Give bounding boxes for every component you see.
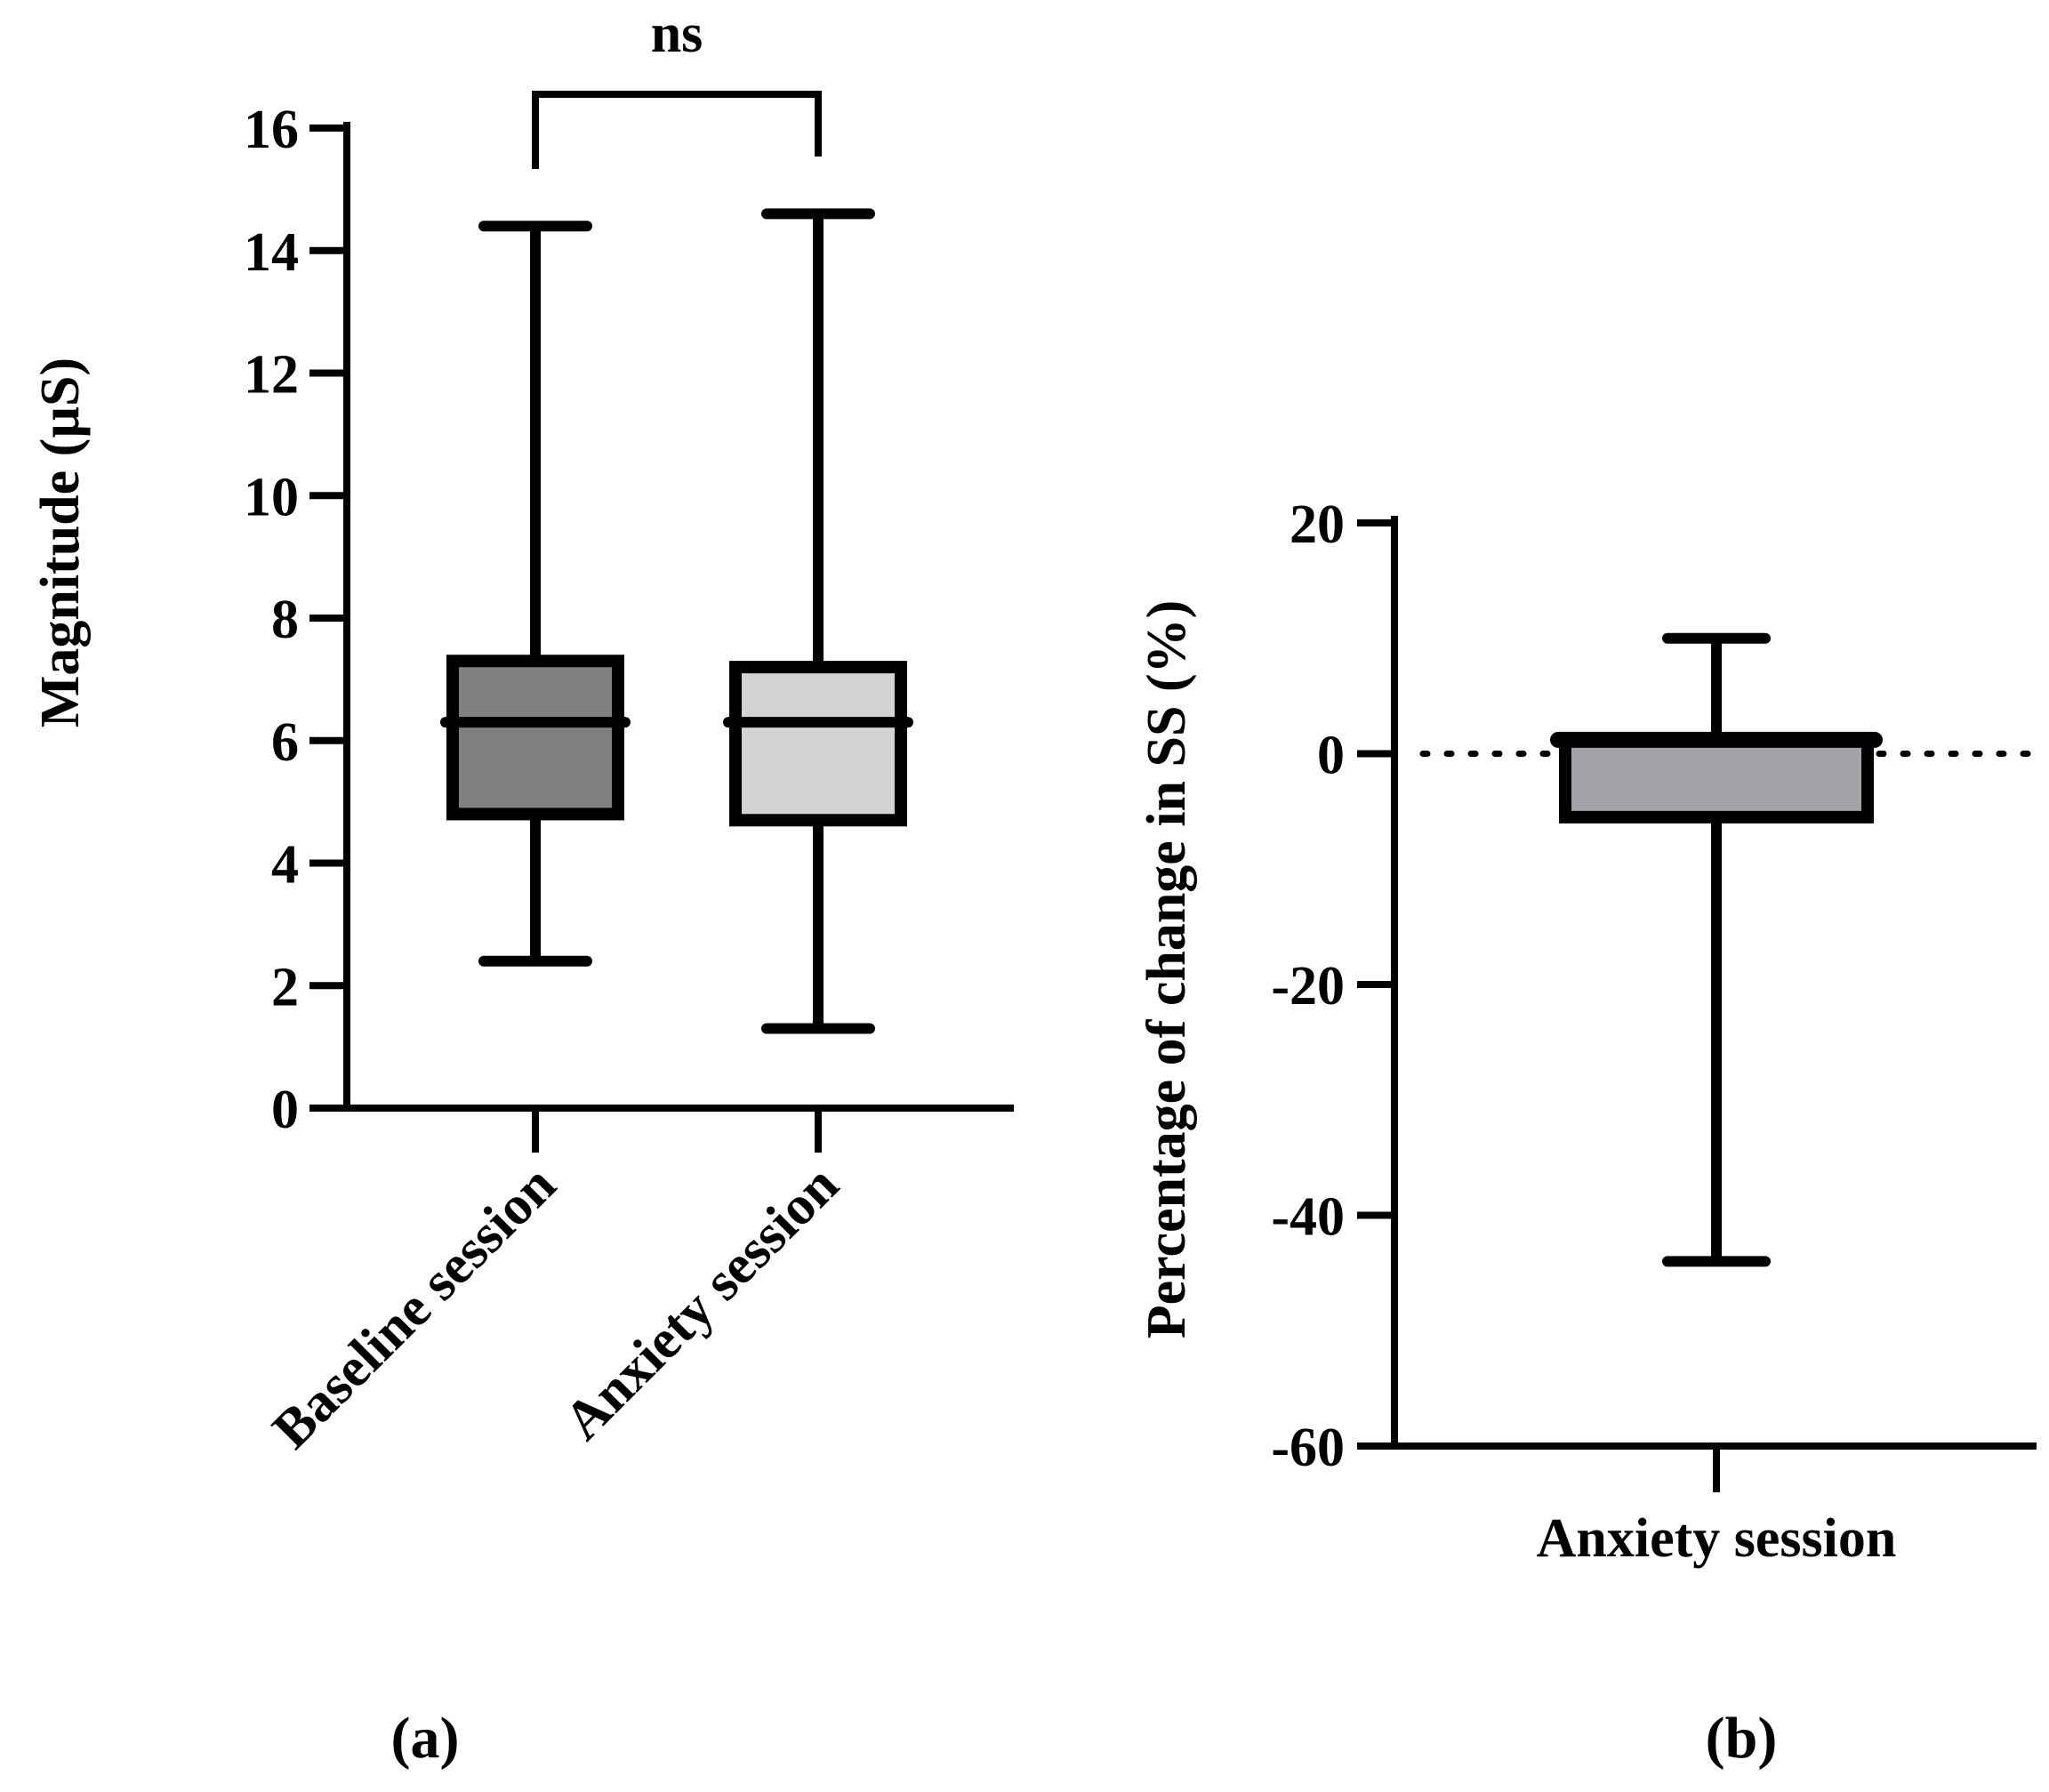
panel-a-y-tick-label: 4 [271,835,299,896]
panel-a-y-tick-label: 0 [271,1080,299,1140]
panel-b-y-tick-label: -20 [1271,956,1345,1017]
panel-b-y-tick-label: 20 [1290,494,1345,555]
panel-a: Magnitude (µS) 0 2 4 6 8 10 12 14 16 ns [30,4,1014,1771]
panel-a-anxiety-iqr-box [729,661,907,827]
panel-a-baseline-iqr-box [446,655,624,821]
panel-b-y-tick-label: -60 [1271,1418,1345,1478]
panel-a-y-tick-label: 10 [244,467,299,527]
panel-a-y-tick-label: 2 [271,957,299,1017]
panel-b-anxiety-iqr-box [1559,733,1874,824]
panel-a-y-axis-label: Magnitude (µS) [30,358,91,727]
panel-a-box-baseline [440,221,631,967]
panel-a-x-label-anxiety: Anxiety session [553,1154,850,1451]
panel-a-letter: (a) [391,1706,460,1771]
panel-a-significance-label: ns [651,4,703,64]
panel-a-y-tick-label: 6 [271,712,299,773]
panel-b-box-anxiety [1550,632,1883,1267]
panel-b-y-tick-label: -40 [1271,1187,1345,1248]
panel-a-y-tick-label: 16 [244,100,299,160]
panel-b-y-axis-label: Percentage of change in SS (%) [1137,600,1197,1339]
panel-a-y-tick-label: 12 [244,345,299,406]
panel-b: Percentage of change in SS (%) 20 0 -20 -40… [1137,494,2040,1771]
panel-a-x-label-baseline: Baseline session [261,1154,567,1460]
panel-b-letter: (b) [1706,1706,1778,1771]
panel-a-y-tick-label: 8 [271,590,299,650]
panel-b-x-label-anxiety: Anxiety session [1537,1508,1897,1569]
panel-a-y-tick-label: 14 [244,222,299,283]
panel-a-box-anxiety [723,208,913,1034]
panel-a-significance-bracket [532,91,822,169]
panel-b-y-tick-label: 0 [1317,726,1345,786]
